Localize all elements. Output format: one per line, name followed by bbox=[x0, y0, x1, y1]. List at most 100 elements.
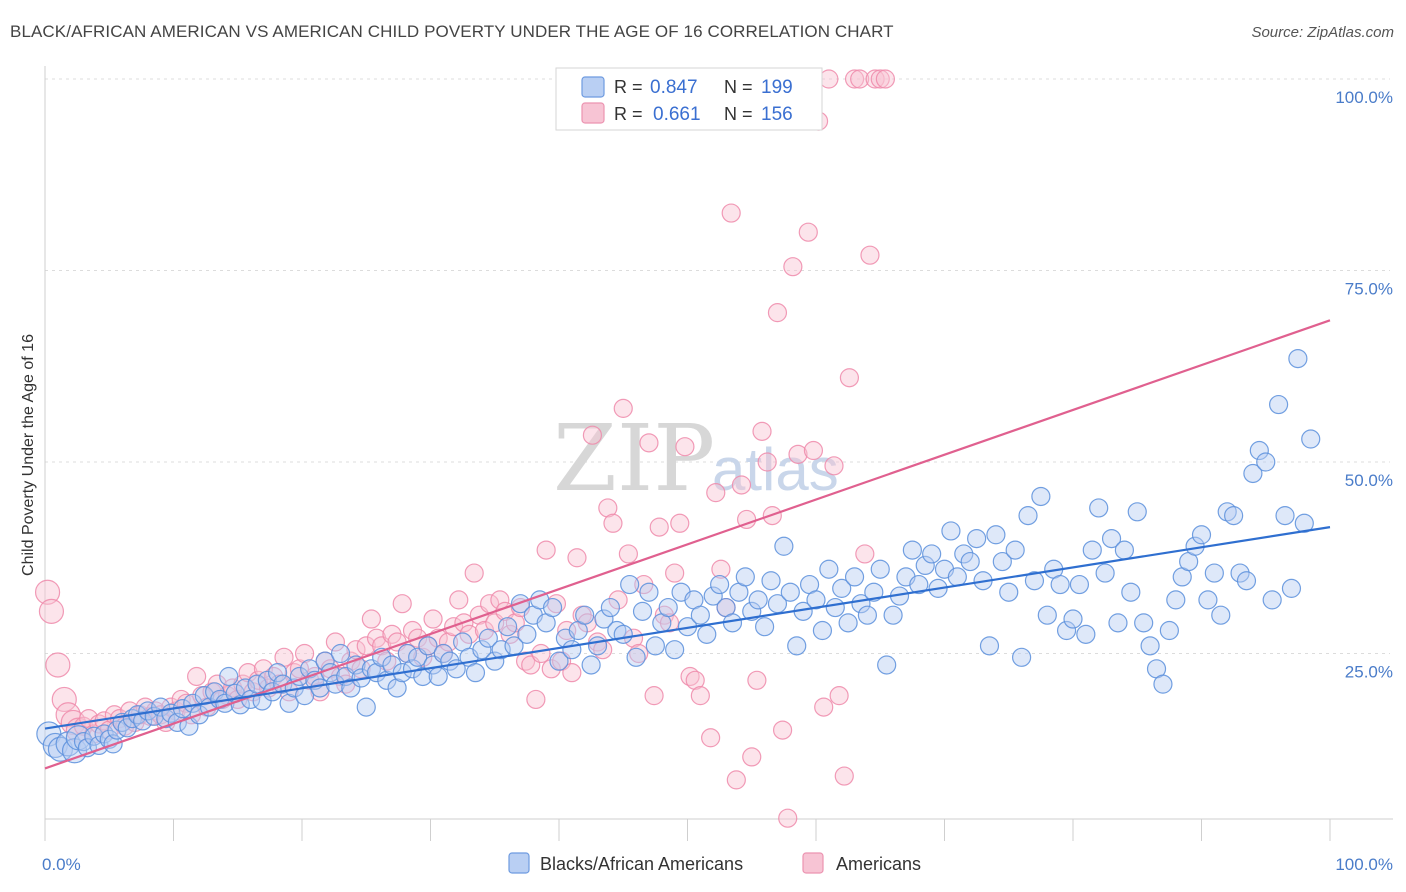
legend-r-value-2: 0.661 bbox=[653, 104, 701, 125]
data-point bbox=[300, 659, 320, 679]
data-point bbox=[1018, 506, 1038, 526]
data-point bbox=[1024, 571, 1045, 591]
data-point bbox=[819, 559, 839, 579]
data-point bbox=[1256, 452, 1276, 472]
data-point bbox=[986, 525, 1006, 545]
data-point bbox=[433, 643, 453, 664]
data-point bbox=[922, 544, 942, 564]
data-point bbox=[844, 69, 865, 89]
data-point bbox=[459, 624, 479, 644]
data-point bbox=[780, 582, 800, 602]
data-point bbox=[788, 444, 808, 464]
data-point bbox=[658, 597, 678, 618]
trendline-americans bbox=[44, 319, 1331, 770]
bottom-legend-swatch-blue bbox=[508, 852, 530, 874]
data-point bbox=[1191, 525, 1212, 545]
legend-r-label-1: R = bbox=[614, 77, 643, 97]
legend-n-label-1: N = bbox=[724, 77, 753, 97]
data-point bbox=[659, 613, 680, 633]
data-point bbox=[187, 666, 207, 687]
data-point bbox=[838, 613, 858, 633]
data-point bbox=[45, 652, 71, 678]
data-point bbox=[864, 582, 884, 602]
y-tick-label-100: 100.0% bbox=[1335, 88, 1393, 107]
data-point bbox=[598, 498, 618, 518]
data-point bbox=[392, 594, 412, 614]
data-point bbox=[346, 640, 366, 660]
data-point bbox=[38, 598, 65, 624]
trendline-blacks bbox=[44, 526, 1331, 730]
data-point bbox=[1198, 590, 1218, 610]
data-point bbox=[267, 663, 288, 683]
source-credit: Source: ZipAtlas.com bbox=[1251, 24, 1394, 41]
watermark-atlas: atlas bbox=[712, 436, 839, 503]
data-point bbox=[491, 640, 511, 660]
data-point bbox=[449, 590, 469, 610]
data-point bbox=[582, 425, 603, 445]
data-point bbox=[706, 483, 726, 503]
data-point bbox=[999, 582, 1019, 602]
data-point bbox=[1082, 540, 1102, 560]
data-point bbox=[418, 636, 438, 656]
data-point bbox=[721, 203, 741, 223]
data-point bbox=[562, 663, 582, 683]
data-point bbox=[465, 663, 486, 683]
data-point bbox=[356, 697, 376, 717]
data-point bbox=[649, 517, 669, 537]
data-point bbox=[1230, 563, 1250, 583]
data-point bbox=[742, 601, 762, 621]
bottom-legend-label-americans: Americans bbox=[836, 854, 921, 874]
data-point bbox=[1262, 590, 1282, 610]
gridlines bbox=[45, 78, 1390, 654]
data-point bbox=[870, 69, 890, 89]
data-point bbox=[1114, 540, 1135, 560]
data-point bbox=[1056, 620, 1077, 641]
data-point bbox=[478, 628, 498, 648]
y-tick-label-50: 50.0% bbox=[1345, 471, 1393, 490]
data-point bbox=[711, 559, 731, 579]
data-point bbox=[803, 440, 824, 461]
data-point bbox=[618, 544, 638, 564]
data-point bbox=[587, 636, 608, 656]
data-point bbox=[1294, 513, 1314, 533]
data-point bbox=[542, 597, 563, 618]
data-point bbox=[690, 605, 710, 625]
data-point bbox=[1153, 674, 1173, 694]
data-point bbox=[665, 563, 685, 583]
data-point bbox=[498, 617, 518, 637]
chart-title: BLACK/AFRICAN AMERICAN VS AMERICAN CHILD… bbox=[10, 22, 894, 41]
data-point bbox=[752, 421, 772, 441]
data-point bbox=[639, 582, 659, 602]
watermark: ZIP atlas bbox=[553, 405, 839, 512]
data-point bbox=[865, 69, 885, 89]
data-point bbox=[42, 732, 68, 759]
trend-lines bbox=[44, 319, 1331, 770]
data-point bbox=[829, 686, 849, 706]
data-point bbox=[536, 540, 556, 560]
data-point bbox=[1095, 563, 1115, 583]
data-point bbox=[361, 609, 381, 629]
data-point bbox=[960, 551, 980, 572]
data-point bbox=[273, 674, 293, 694]
data-point bbox=[428, 666, 448, 687]
data-point bbox=[877, 655, 897, 675]
data-point bbox=[685, 670, 705, 690]
data-point bbox=[608, 590, 628, 610]
data-point bbox=[1076, 624, 1096, 644]
data-point bbox=[1140, 636, 1160, 656]
watermark-zip: ZIP bbox=[553, 405, 715, 512]
data-point bbox=[549, 651, 569, 671]
data-point bbox=[341, 678, 361, 698]
data-point bbox=[1127, 502, 1147, 522]
data-point bbox=[954, 544, 974, 564]
data-point bbox=[51, 686, 77, 713]
data-point bbox=[1204, 563, 1224, 583]
data-point bbox=[557, 620, 577, 641]
data-point bbox=[294, 643, 315, 664]
data-point bbox=[832, 578, 852, 598]
data-point bbox=[645, 636, 665, 656]
x-tick-label-0: 0.0% bbox=[42, 855, 81, 874]
data-point bbox=[1134, 613, 1154, 633]
legend-r-value-1: 0.847 bbox=[650, 77, 698, 98]
